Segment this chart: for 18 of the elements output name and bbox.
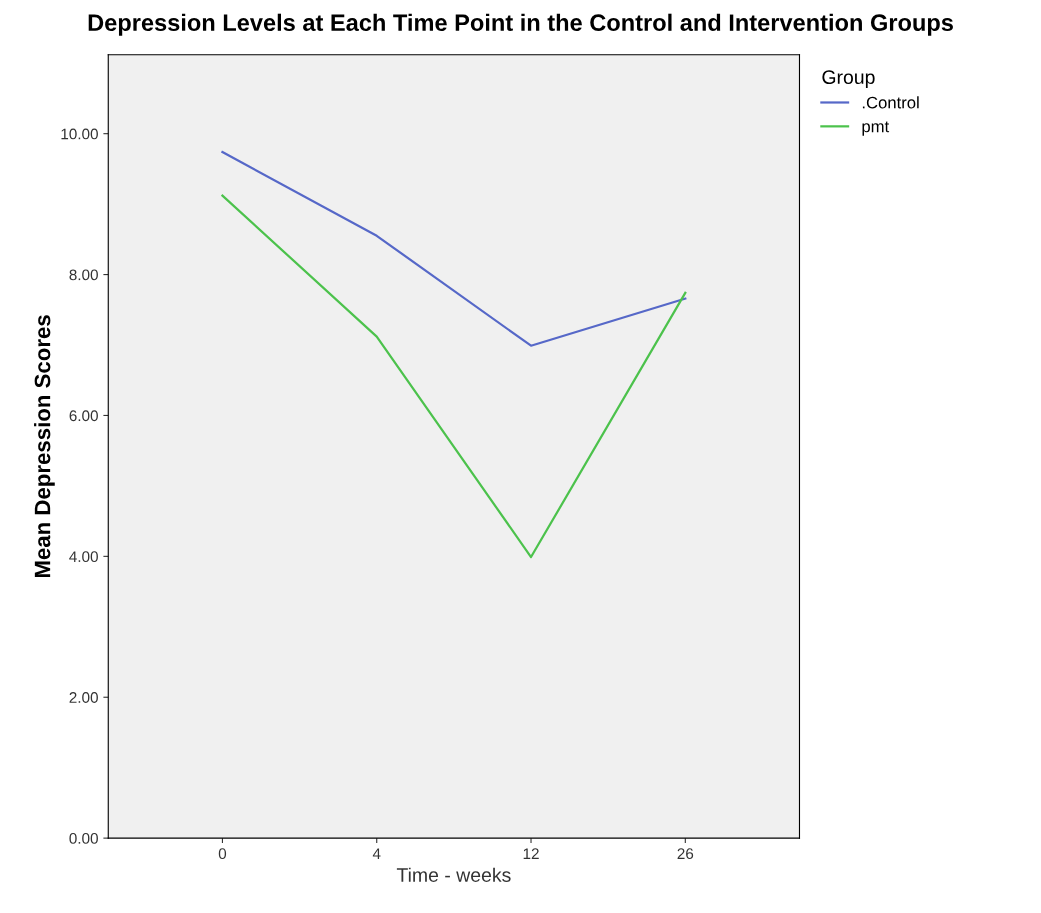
line-series bbox=[221, 150, 687, 347]
legend-label: pmt bbox=[862, 121, 890, 136]
y-tick-label: 8.00 bbox=[69, 269, 98, 281]
x-tick-label: 12 bbox=[523, 848, 539, 859]
chart-title: Depression Levels at Each Time Point in the Control and Intervention Groups bbox=[88, 13, 953, 36]
x-axis-title: Time - weeks bbox=[396, 867, 511, 882]
y-tick-label: 6.00 bbox=[69, 410, 98, 422]
legend-label: .Control bbox=[862, 96, 919, 109]
x-tick-label: 0 bbox=[218, 848, 227, 860]
y-axis-title: Mean Depression Scores bbox=[34, 315, 55, 578]
x-tick-label: 26 bbox=[677, 848, 694, 860]
legend-title: Group bbox=[822, 70, 875, 88]
y-tick-label: 10.00 bbox=[61, 128, 98, 140]
x-tick-label: 4 bbox=[372, 848, 381, 859]
y-tick-label: 4.00 bbox=[69, 551, 98, 563]
y-tick-label: 0.00 bbox=[69, 833, 98, 844]
y-tick-label: 2.00 bbox=[69, 692, 98, 703]
line-series bbox=[221, 194, 687, 559]
